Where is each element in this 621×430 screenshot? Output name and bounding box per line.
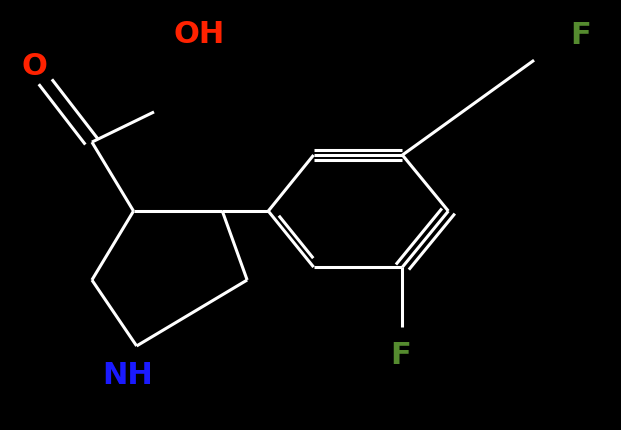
Text: F: F	[390, 340, 411, 369]
Text: O: O	[21, 52, 47, 81]
Text: NH: NH	[102, 360, 153, 390]
Text: OH: OH	[173, 20, 224, 49]
Text: F: F	[570, 21, 591, 50]
